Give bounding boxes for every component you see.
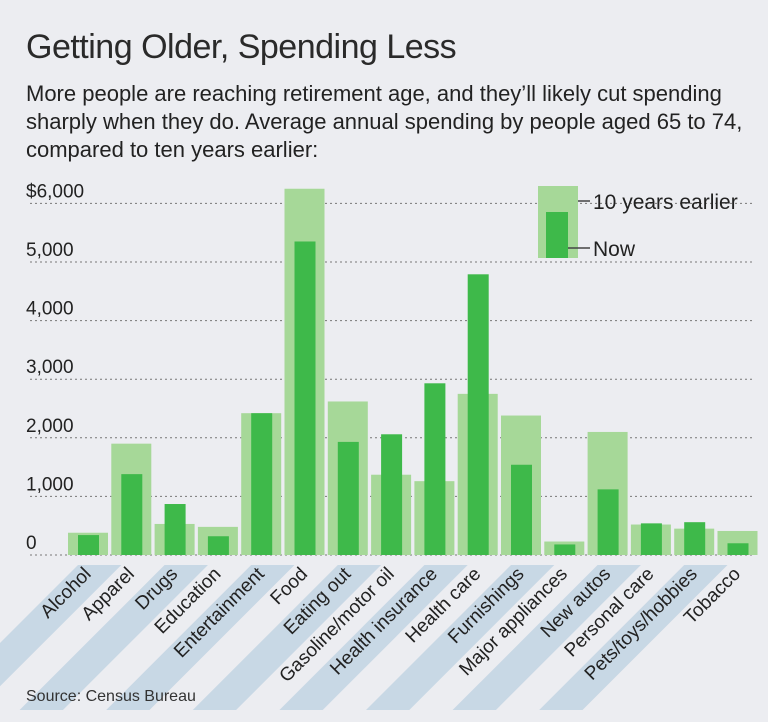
bar-now	[597, 489, 619, 555]
bar-now	[121, 474, 143, 555]
chart-title: Getting Older, Spending Less	[26, 28, 457, 66]
y-tick-label: 0	[26, 533, 37, 554]
y-tick-label: $6,000	[26, 181, 84, 202]
legend-label-now: Now	[593, 238, 636, 261]
y-tick-label: 5,000	[26, 240, 74, 261]
bar-now	[337, 441, 359, 555]
label-stripe	[452, 565, 641, 710]
bar-now	[381, 434, 403, 555]
label-stripe	[279, 565, 468, 710]
bar-now	[294, 241, 316, 556]
y-tick-label: 3,000	[26, 357, 74, 378]
bar-now	[640, 523, 662, 555]
bar-now	[511, 464, 532, 555]
label-stripe	[539, 565, 728, 710]
bar-now	[727, 543, 749, 555]
label-stripe	[19, 565, 208, 710]
y-tick-label: 1,000	[26, 474, 74, 495]
bar-now	[251, 413, 273, 555]
y-tick-label: 4,000	[26, 299, 74, 320]
bar-now	[78, 535, 99, 555]
label-stripe	[0, 565, 122, 687]
label-stripe	[192, 565, 382, 710]
bar-now	[684, 522, 706, 555]
source-note: Source: Census Bureau	[26, 688, 196, 705]
y-tick-label: 2,000	[26, 416, 74, 437]
bar-now	[164, 504, 186, 555]
label-stripe	[366, 565, 555, 710]
label-stripe	[106, 565, 295, 710]
legend-swatch-now	[546, 212, 568, 258]
bar-now	[207, 536, 229, 555]
bar-now	[554, 544, 576, 555]
chart-subtitle: More people are reaching retirement age,…	[26, 81, 743, 162]
bar-now	[467, 274, 489, 555]
legend-label-earlier: 10 years earlier	[593, 191, 738, 214]
bar-now	[424, 383, 446, 555]
